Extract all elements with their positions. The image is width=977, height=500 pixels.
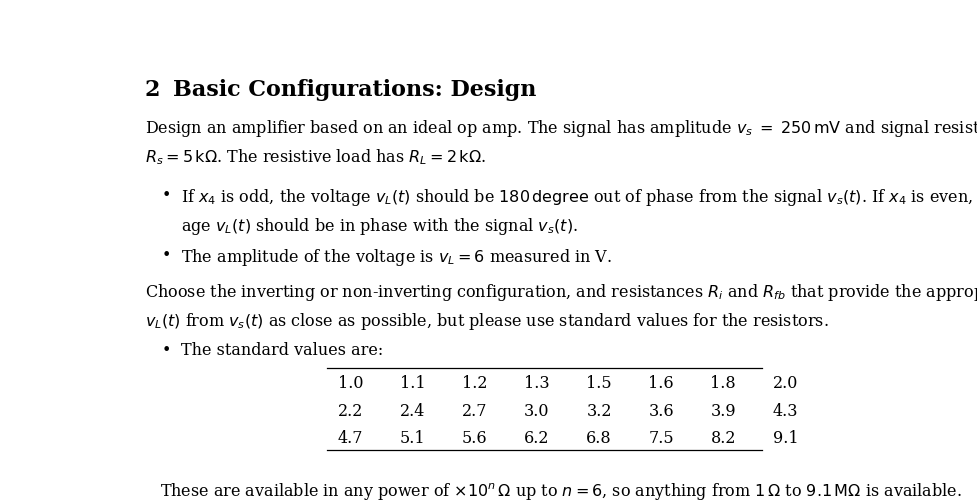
- Text: 2.4: 2.4: [400, 402, 425, 419]
- Text: 5.6: 5.6: [462, 430, 488, 448]
- Text: These are available in any power of $\times10^n\,\Omega$ up to $n = 6$, so anyth: These are available in any power of $\ti…: [160, 481, 961, 500]
- Text: 1.6: 1.6: [649, 375, 674, 392]
- Text: $v_L(t)$ from $v_s(t)$ as close as possible, but please use standard values for : $v_L(t)$ from $v_s(t)$ as close as possi…: [145, 310, 828, 332]
- Text: age $v_L(t)$ should be in phase with the signal $v_s(t)$.: age $v_L(t)$ should be in phase with the…: [181, 216, 578, 237]
- Text: 1.1: 1.1: [400, 375, 426, 392]
- Text: 1.8: 1.8: [710, 375, 736, 392]
- Text: 2.2: 2.2: [338, 402, 363, 419]
- Text: •: •: [161, 248, 171, 264]
- Text: 7.5: 7.5: [649, 430, 674, 448]
- Text: 3.6: 3.6: [649, 402, 674, 419]
- Text: 6.8: 6.8: [586, 430, 612, 448]
- Text: 1.5: 1.5: [586, 375, 612, 392]
- Text: 9.1: 9.1: [773, 430, 798, 448]
- Text: 1.2: 1.2: [462, 375, 488, 392]
- Text: 1.3: 1.3: [525, 375, 550, 392]
- Text: 3.0: 3.0: [525, 402, 550, 419]
- Text: Basic Configurations: Design: Basic Configurations: Design: [173, 79, 536, 101]
- Text: 5.1: 5.1: [400, 430, 426, 448]
- Text: $R_s = 5\,\mathrm{k\Omega}$. The resistive load has $R_L = 2\,\mathrm{k\Omega}$.: $R_s = 5\,\mathrm{k\Omega}$. The resisti…: [145, 147, 486, 167]
- Text: 3.9: 3.9: [710, 402, 736, 419]
- Text: The standard values are:: The standard values are:: [181, 342, 383, 359]
- Text: 4.3: 4.3: [773, 402, 798, 419]
- Text: 2.0: 2.0: [773, 375, 798, 392]
- Text: 3.2: 3.2: [586, 402, 612, 419]
- Text: Choose the inverting or non-inverting configuration, and resistances $R_i$ and $: Choose the inverting or non-inverting co…: [145, 282, 977, 303]
- Text: •: •: [161, 188, 171, 204]
- Text: Design an amplifier based on an ideal op amp. The signal has amplitude $v_s\;=\;: Design an amplifier based on an ideal op…: [145, 118, 977, 139]
- Text: 2: 2: [145, 79, 160, 101]
- Text: 4.7: 4.7: [338, 430, 363, 448]
- Text: The amplitude of the voltage is $v_L = 6$ measured in V.: The amplitude of the voltage is $v_L = 6…: [181, 248, 613, 268]
- Text: If $x_4$ is odd, the voltage $v_L(t)$ should be $180\,\mathrm{degree}$ out of ph: If $x_4$ is odd, the voltage $v_L(t)$ sh…: [181, 188, 977, 208]
- Text: 2.7: 2.7: [462, 402, 488, 419]
- Text: 1.0: 1.0: [338, 375, 363, 392]
- Text: 8.2: 8.2: [710, 430, 736, 448]
- Text: 6.2: 6.2: [525, 430, 550, 448]
- Text: •: •: [161, 342, 171, 359]
